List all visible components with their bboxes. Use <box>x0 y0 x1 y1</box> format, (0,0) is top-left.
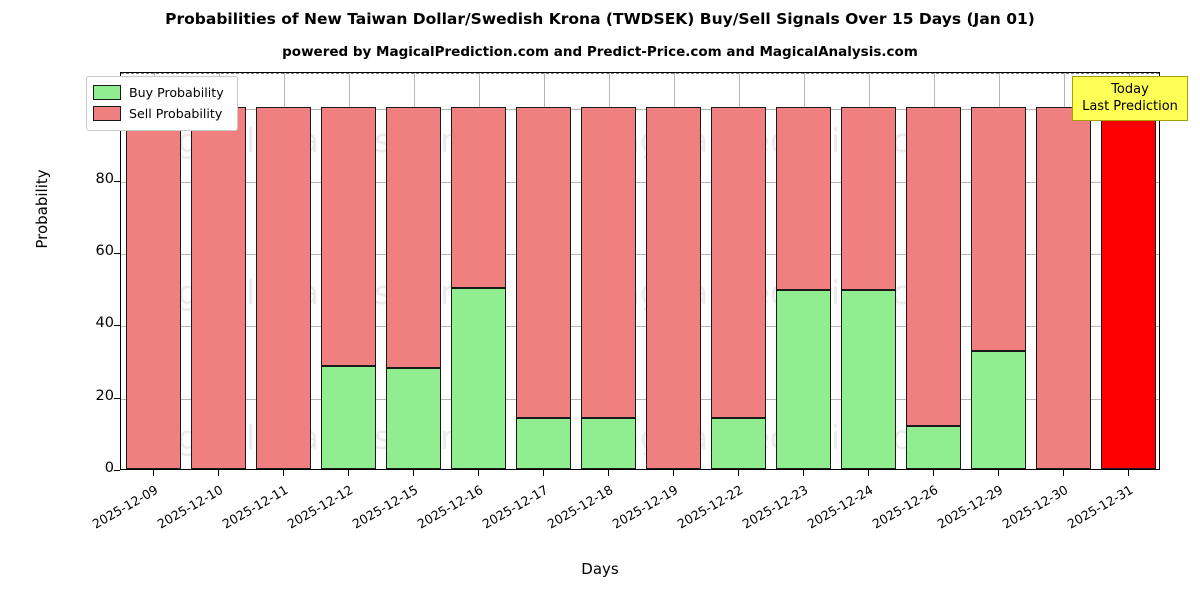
bar-segment-today[interactable] <box>1100 107 1157 469</box>
x-tick-mark <box>217 470 219 476</box>
y-tick-label: 60 <box>95 242 114 259</box>
today-annotation: Today Last Prediction <box>1072 76 1188 121</box>
x-tick-mark <box>672 470 674 476</box>
bar-segment-sell[interactable] <box>190 107 247 469</box>
x-axis-label: Days <box>581 560 619 578</box>
x-tick-mark <box>282 470 284 476</box>
x-tick-mark <box>932 470 934 476</box>
legend-label-buy: Buy Probability <box>129 85 224 100</box>
bar-group[interactable] <box>1035 73 1092 469</box>
bar-segment-buy[interactable] <box>580 418 637 469</box>
bar-group[interactable] <box>710 73 767 469</box>
bar-segment-sell[interactable] <box>450 107 507 289</box>
y-tick-label: 40 <box>95 315 114 332</box>
bar-segment-sell[interactable] <box>645 107 702 469</box>
bar-segment-sell[interactable] <box>320 107 377 366</box>
x-tick-mark <box>412 470 414 476</box>
chart-subtitle: powered by MagicalPrediction.com and Pre… <box>282 44 918 60</box>
chart-legend: Buy Probability Sell Probability <box>86 76 238 131</box>
grid-line-h <box>121 398 1159 400</box>
bar-segment-sell[interactable] <box>970 107 1027 352</box>
legend-item-sell: Sell Probability <box>93 103 231 124</box>
x-tick-mark <box>347 470 349 476</box>
x-tick-mark <box>997 470 999 476</box>
bar-segment-buy[interactable] <box>450 288 507 469</box>
bar-group[interactable] <box>905 73 962 469</box>
chart-title: Probabilities of New Taiwan Dollar/Swedi… <box>165 10 1035 28</box>
bar-group[interactable] <box>190 73 247 469</box>
reference-dashed-line <box>121 73 1159 74</box>
bar-group[interactable] <box>450 73 507 469</box>
bar-group[interactable] <box>775 73 832 469</box>
bar-segment-buy[interactable] <box>970 351 1027 469</box>
today-annotation-line1: Today <box>1111 82 1149 97</box>
x-tick-mark <box>1062 470 1064 476</box>
bar-segment-sell[interactable] <box>385 107 442 368</box>
bar-group[interactable] <box>515 73 572 469</box>
bar-group[interactable] <box>970 73 1027 469</box>
grid-line-h <box>121 253 1159 255</box>
bar-segment-buy[interactable] <box>905 425 962 469</box>
plot-area: MagicalAnalysis.comMagicalPrediction.com… <box>120 72 1160 470</box>
y-tick-label: 80 <box>95 170 114 187</box>
bar-group[interactable] <box>840 73 897 469</box>
bar-group[interactable] <box>580 73 637 469</box>
bar-group[interactable] <box>255 73 312 469</box>
grid-line-h <box>121 181 1159 183</box>
grid-line-h <box>121 326 1159 328</box>
x-tick-mark <box>737 470 739 476</box>
today-annotation-line2: Last Prediction <box>1082 99 1178 114</box>
y-tick-mark <box>114 325 120 327</box>
x-tick-mark <box>867 470 869 476</box>
bar-segment-buy[interactable] <box>515 418 572 469</box>
bar-segment-sell[interactable] <box>255 107 312 469</box>
bar-segment-buy[interactable] <box>840 289 897 469</box>
bar-segment-sell[interactable] <box>580 107 637 419</box>
legend-label-sell: Sell Probability <box>129 106 223 121</box>
bar-group[interactable] <box>320 73 377 469</box>
bar-segment-buy[interactable] <box>710 418 767 469</box>
bar-segment-sell[interactable] <box>710 107 767 419</box>
bar-segment-sell[interactable] <box>905 107 962 426</box>
x-tick-mark <box>802 470 804 476</box>
y-tick-mark <box>114 397 120 399</box>
x-tick-mark <box>152 470 154 476</box>
x-tick-mark <box>477 470 479 476</box>
bar-segment-sell[interactable] <box>840 107 897 290</box>
bar-segment-buy[interactable] <box>320 365 377 469</box>
bar-group[interactable] <box>385 73 442 469</box>
legend-swatch-buy <box>93 85 121 100</box>
legend-item-buy: Buy Probability <box>93 82 231 103</box>
bar-segment-sell[interactable] <box>515 107 572 419</box>
bar-group[interactable] <box>645 73 702 469</box>
bar-segment-sell[interactable] <box>775 107 832 290</box>
x-tick-mark <box>542 470 544 476</box>
bar-segment-buy[interactable] <box>775 289 832 469</box>
y-tick-label: 0 <box>104 460 114 476</box>
bar-group[interactable] <box>125 73 182 469</box>
grid-line-h <box>121 109 1159 111</box>
bar-segment-sell[interactable] <box>1035 107 1092 469</box>
y-tick-mark <box>114 252 120 255</box>
legend-swatch-sell <box>93 106 121 121</box>
x-tick-mark <box>607 470 609 476</box>
bar-segment-sell[interactable] <box>125 107 182 469</box>
x-tick-mark <box>1127 470 1129 476</box>
bar-segment-buy[interactable] <box>385 367 442 469</box>
y-axis-label: Probability <box>33 169 51 249</box>
y-tick-mark <box>114 470 120 472</box>
bar-group[interactable] <box>1100 73 1157 469</box>
y-tick-mark <box>114 180 120 182</box>
y-tick-label: 20 <box>95 387 114 404</box>
